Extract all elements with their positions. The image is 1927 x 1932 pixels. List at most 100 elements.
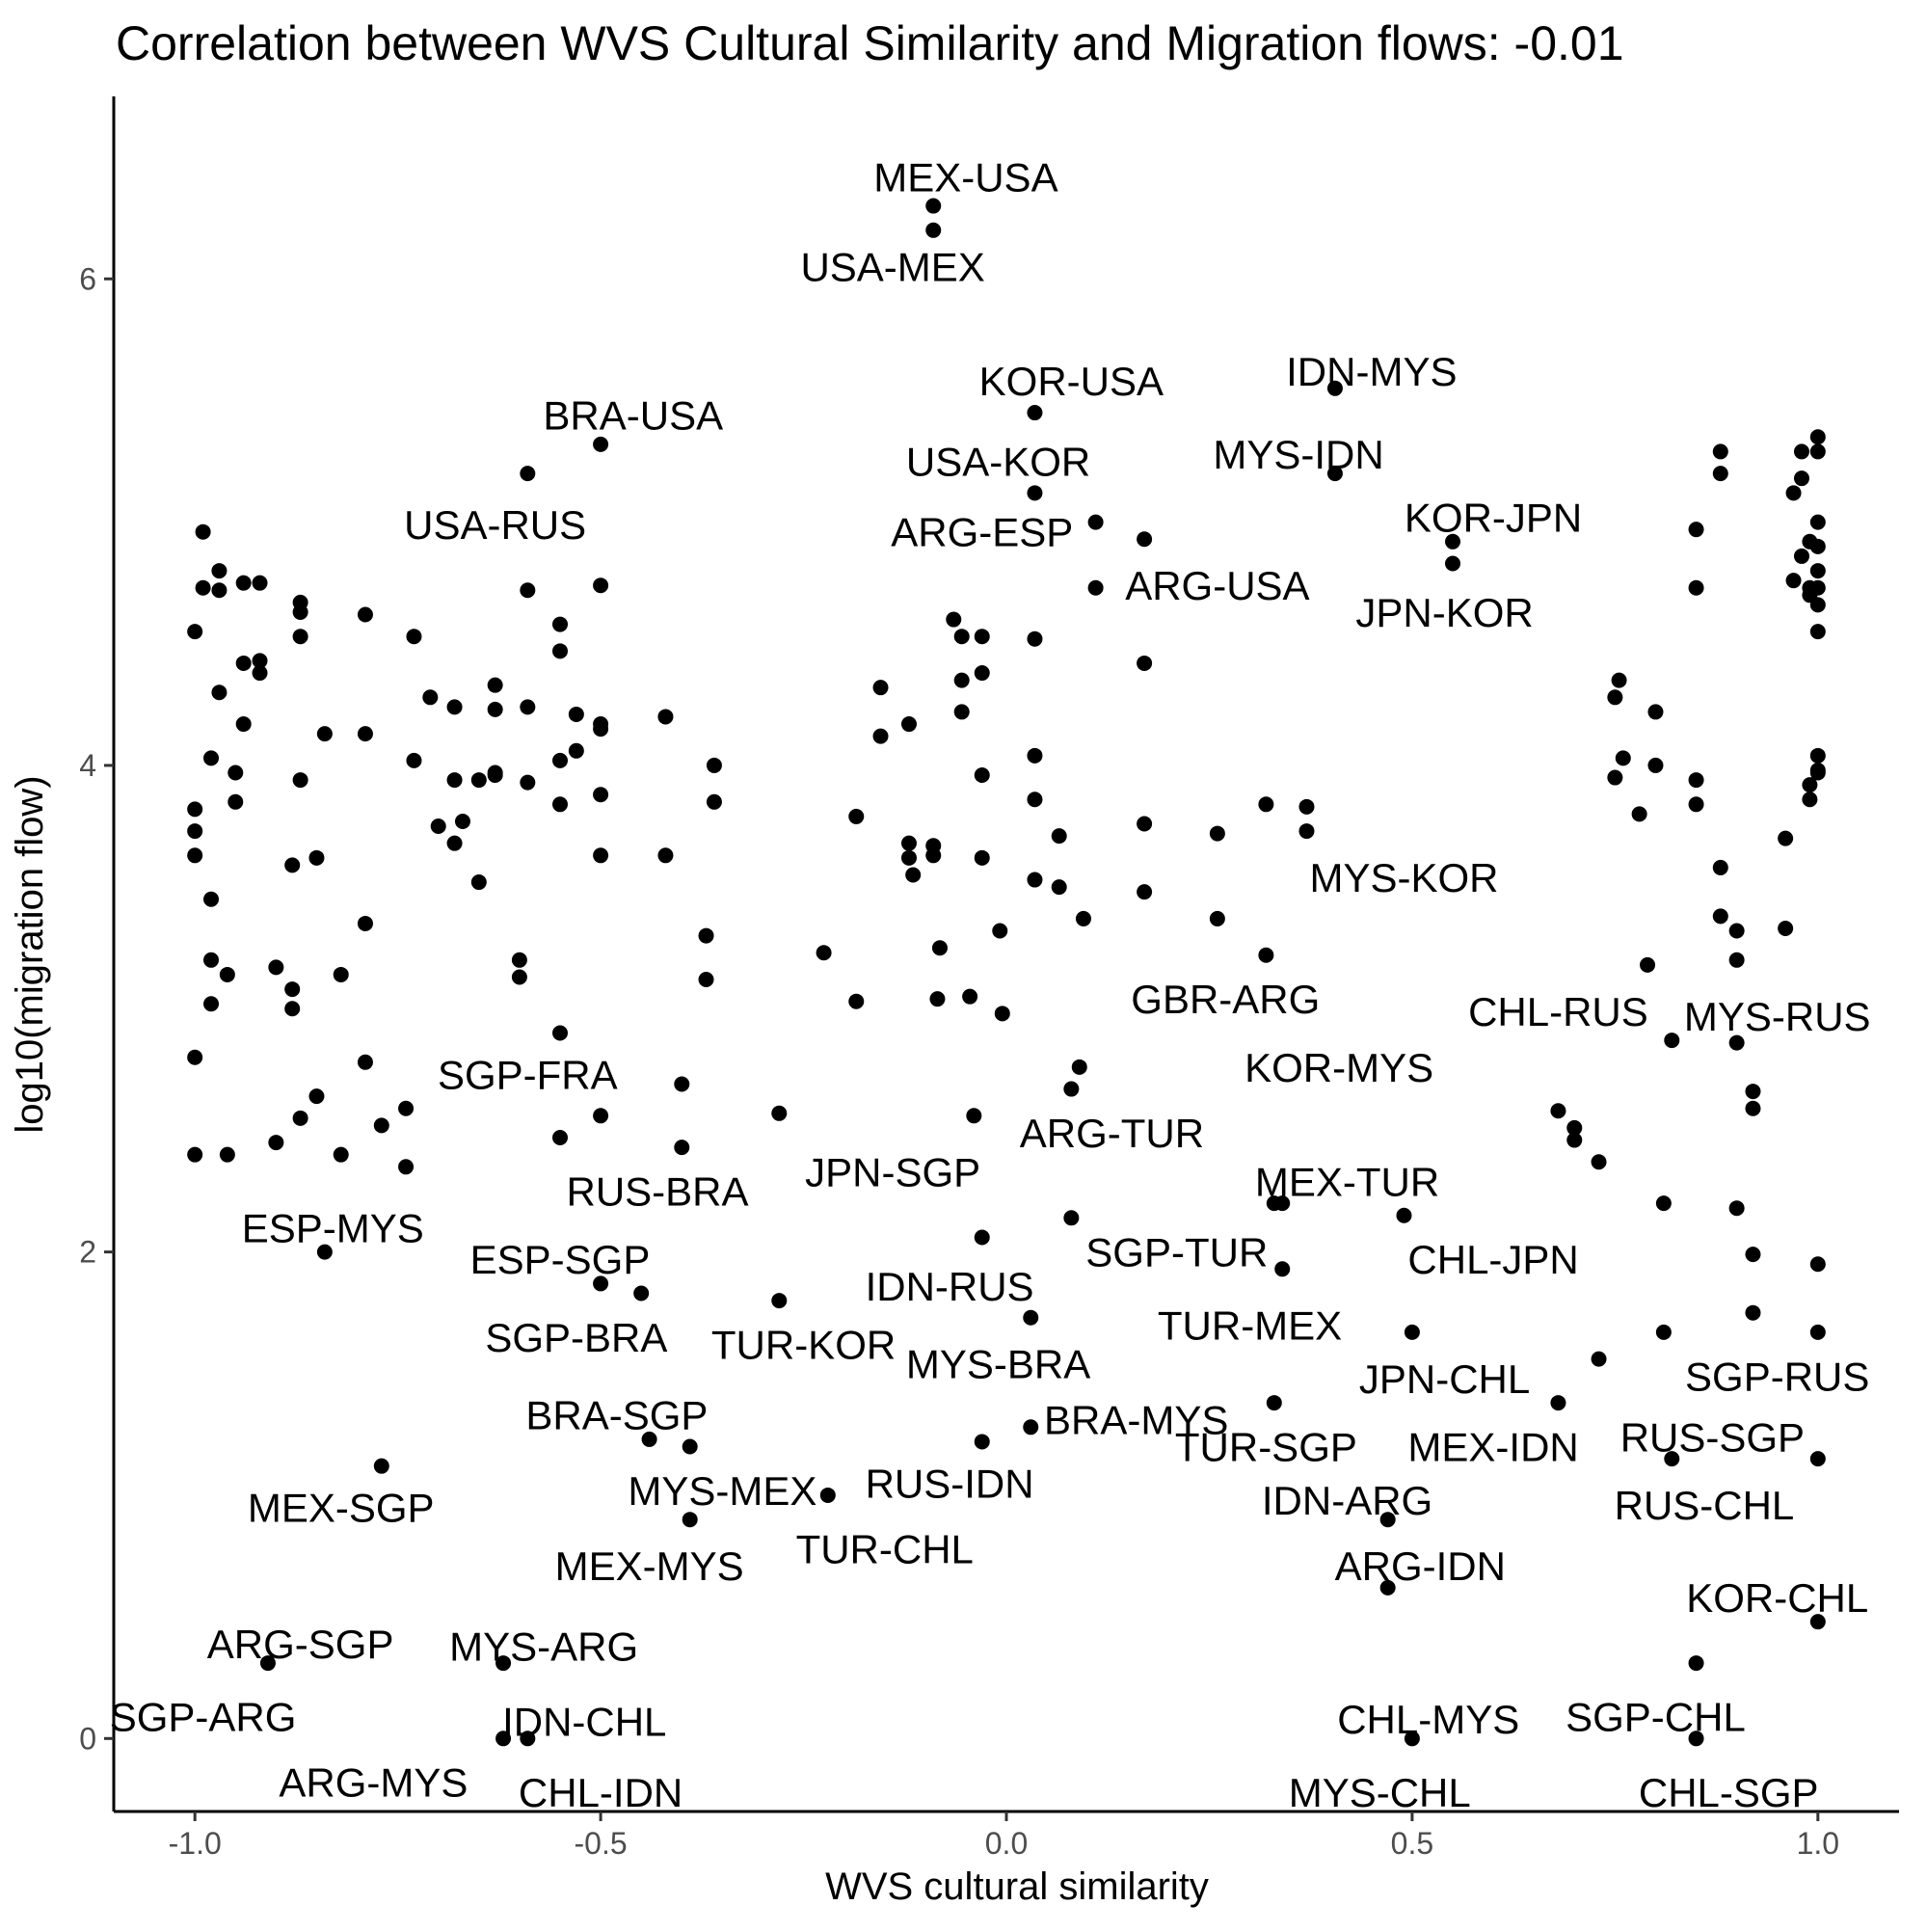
data-point bbox=[1793, 470, 1809, 487]
data-point bbox=[495, 1731, 512, 1747]
data-point bbox=[1785, 485, 1802, 501]
point-label: CHL-JPN bbox=[1407, 1237, 1578, 1282]
data-point bbox=[1688, 796, 1704, 813]
data-point bbox=[593, 1108, 609, 1124]
data-point bbox=[1137, 816, 1153, 832]
data-point bbox=[816, 945, 832, 961]
data-point bbox=[511, 952, 527, 968]
point-label: MEX-USA bbox=[873, 154, 1057, 200]
data-point bbox=[1258, 796, 1274, 813]
data-point bbox=[292, 604, 308, 620]
data-point bbox=[1326, 380, 1343, 396]
data-point bbox=[398, 1100, 415, 1116]
data-point bbox=[446, 835, 463, 851]
data-point bbox=[1688, 522, 1704, 538]
point-label: CHL-MYS bbox=[1337, 1697, 1519, 1742]
data-point bbox=[568, 706, 584, 722]
data-point bbox=[1647, 757, 1664, 773]
data-point bbox=[1027, 747, 1043, 764]
data-point bbox=[1745, 1304, 1761, 1321]
point-label: JPN-SGP bbox=[805, 1149, 980, 1194]
data-point bbox=[259, 1655, 276, 1672]
x-tick-label: -0.5 bbox=[575, 1826, 628, 1861]
data-point bbox=[1607, 689, 1623, 706]
data-point bbox=[641, 1431, 657, 1447]
data-point bbox=[1258, 947, 1274, 963]
data-point bbox=[1712, 908, 1728, 925]
data-point bbox=[872, 680, 889, 696]
data-point bbox=[1087, 579, 1104, 596]
data-point bbox=[925, 222, 942, 238]
data-point bbox=[1745, 1247, 1761, 1263]
data-point bbox=[552, 1025, 568, 1041]
data-point bbox=[1728, 923, 1745, 939]
point-label: ARG-IDN bbox=[1335, 1543, 1506, 1589]
data-point bbox=[211, 582, 227, 599]
data-point bbox=[593, 787, 609, 803]
data-point bbox=[974, 1229, 990, 1246]
point-label: MEX-SGP bbox=[248, 1486, 435, 1531]
x-tick-label: 0.5 bbox=[1391, 1826, 1433, 1861]
data-point bbox=[1209, 825, 1225, 842]
data-point bbox=[1615, 750, 1631, 766]
data-point bbox=[1809, 1614, 1826, 1630]
data-point bbox=[316, 726, 333, 742]
data-point bbox=[1137, 655, 1153, 671]
data-point bbox=[470, 772, 487, 789]
point-label: USA-MEX bbox=[800, 245, 984, 290]
data-point bbox=[1550, 1395, 1566, 1411]
point-label: ARG-TUR bbox=[1020, 1111, 1204, 1156]
data-point bbox=[819, 1487, 836, 1503]
data-point bbox=[1051, 828, 1067, 845]
data-point bbox=[1688, 579, 1704, 596]
data-point bbox=[187, 801, 203, 818]
data-point bbox=[1611, 672, 1627, 688]
data-point bbox=[284, 981, 301, 998]
point-label: IDN-CHL bbox=[502, 1700, 666, 1745]
data-point bbox=[187, 1146, 203, 1163]
data-point bbox=[252, 653, 268, 669]
point-label: BRA-SGP bbox=[525, 1393, 708, 1438]
data-point bbox=[900, 716, 917, 733]
data-point bbox=[698, 971, 714, 987]
data-point bbox=[1712, 859, 1728, 875]
point-label: TUR-KOR bbox=[711, 1323, 896, 1368]
data-point bbox=[316, 1244, 333, 1260]
data-point bbox=[1647, 704, 1664, 720]
data-point bbox=[1027, 405, 1043, 421]
data-point bbox=[771, 1105, 788, 1121]
data-point bbox=[487, 677, 503, 693]
point-label: SGP-ARG bbox=[110, 1695, 297, 1740]
data-point bbox=[1778, 830, 1794, 846]
point-label: SGP-CHL bbox=[1566, 1695, 1746, 1740]
point-label: ARG-ESP bbox=[891, 510, 1073, 555]
point-label: MYS-ARG bbox=[449, 1623, 638, 1669]
data-point bbox=[470, 874, 487, 891]
data-point bbox=[520, 1731, 536, 1747]
data-point bbox=[292, 629, 308, 645]
data-point bbox=[1063, 1081, 1080, 1097]
data-point bbox=[1063, 1210, 1080, 1226]
data-point bbox=[1802, 777, 1818, 793]
data-point bbox=[593, 847, 609, 864]
data-point bbox=[1809, 429, 1826, 445]
data-point bbox=[1664, 1451, 1680, 1467]
data-point bbox=[1785, 573, 1802, 589]
point-label: MEX-IDN bbox=[1407, 1424, 1578, 1469]
point-label: CHL-SGP bbox=[1639, 1770, 1819, 1815]
data-point bbox=[633, 1285, 650, 1301]
data-point bbox=[227, 793, 244, 810]
data-point bbox=[187, 847, 203, 864]
data-point bbox=[1550, 1103, 1566, 1119]
data-point bbox=[203, 952, 220, 968]
data-point bbox=[552, 1130, 568, 1146]
chart-title: Correlation between WVS Cultural Similar… bbox=[116, 16, 1624, 70]
data-point bbox=[1027, 792, 1043, 808]
point-label: BRA-USA bbox=[543, 393, 723, 439]
data-point bbox=[1809, 765, 1826, 781]
data-point bbox=[1688, 1731, 1704, 1747]
data-point bbox=[974, 629, 990, 645]
point-label: RUS-CHL bbox=[1615, 1483, 1795, 1528]
data-point bbox=[1445, 555, 1460, 572]
